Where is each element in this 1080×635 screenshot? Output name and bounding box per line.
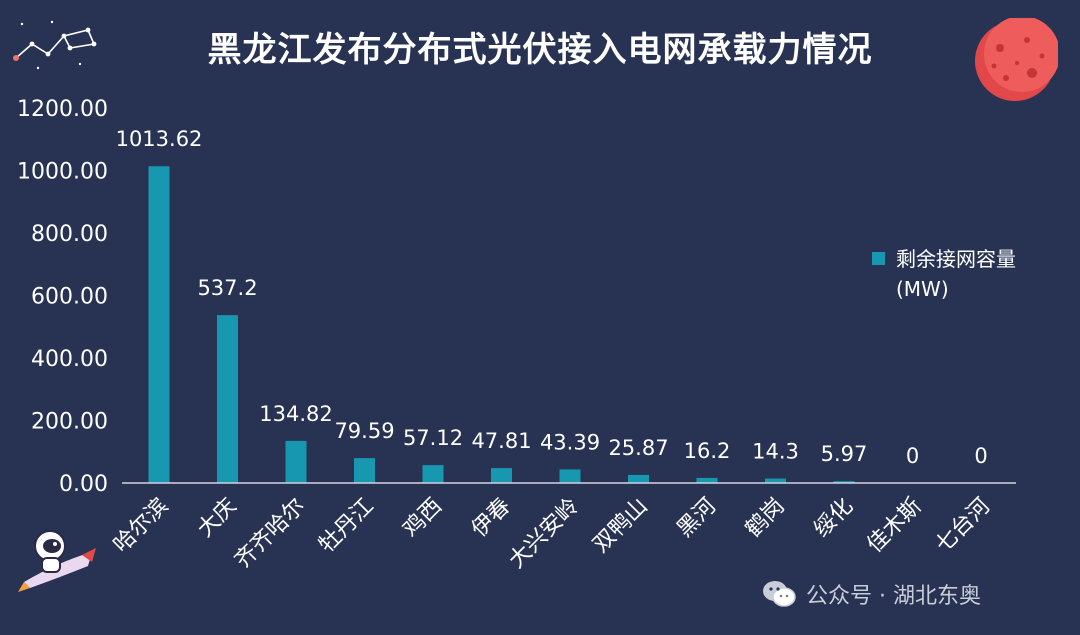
data-label: 134.82 [259, 402, 332, 426]
data-label: 14.3 [752, 440, 799, 464]
chart-title: 黑龙江发布分布式光伏接入电网承载力情况 [207, 30, 873, 70]
planet-icon [975, 18, 1058, 101]
bars [148, 166, 855, 483]
legend: 剩余接网容量(MW) [872, 244, 1042, 304]
bar [285, 440, 307, 483]
x-tick-label: 牡丹江 [314, 494, 378, 558]
bar [422, 465, 444, 483]
bar [833, 481, 855, 483]
legend-label: 剩余接网容量(MW) [896, 247, 1016, 301]
x-tick-label: 大庆 [193, 494, 242, 543]
bar [354, 458, 375, 483]
astronaut-rocket-icon [18, 530, 96, 592]
x-tick-label: 黑河 [672, 494, 721, 543]
watermark-text: 公众号 · 湖北东奥 [806, 584, 981, 609]
x-tick-label: 齐齐哈尔 [230, 494, 310, 574]
data-label: 79.59 [334, 419, 394, 443]
x-tick-label: 鸡西 [398, 494, 447, 543]
x-tick-label: 七台河 [931, 494, 995, 558]
y-tick-label: 800.00 [31, 222, 108, 247]
y-tick-label: 400.00 [31, 347, 108, 372]
x-tick-label: 双鸭山 [588, 494, 652, 558]
data-label: 537.2 [197, 276, 257, 300]
bar [148, 166, 170, 483]
data-label: 25.87 [608, 436, 668, 460]
x-tick-label: 绥化 [809, 494, 858, 543]
data-label: 5.97 [821, 442, 868, 466]
data-label: 43.39 [540, 430, 600, 454]
y-tick-label: 1000.00 [17, 160, 108, 185]
y-tick-label: 1200.00 [17, 97, 108, 122]
x-tick-label: 鹤岗 [741, 494, 790, 543]
x-tick-label: 佳木斯 [862, 494, 926, 558]
data-label: 1013.62 [116, 127, 203, 151]
data-label: 0 [974, 444, 987, 468]
data-label: 0 [906, 444, 919, 468]
bar [491, 468, 512, 483]
x-tick-label: 大兴安岭 [504, 494, 584, 574]
y-tick-label: 0.00 [59, 472, 108, 497]
constellation-icon [13, 20, 97, 70]
wechat-icon [763, 581, 796, 607]
legend-swatch [872, 252, 885, 265]
y-axis: 0.00 200.00 400.00 600.00 800.00 1000.00 1200.… [17, 97, 108, 497]
x-tick-label: 伊春 [467, 494, 516, 543]
bar [628, 474, 649, 483]
watermark: 公众号 · 湖北东奥 [762, 576, 981, 612]
data-label: 16.2 [684, 439, 731, 463]
y-tick-label: 600.00 [31, 285, 108, 310]
bar [559, 469, 581, 483]
x-tick-label: 哈尔滨 [109, 494, 173, 558]
bar [765, 478, 786, 483]
bar [696, 477, 718, 483]
y-tick-label: 200.00 [31, 410, 108, 435]
bar [217, 315, 238, 483]
data-label: 57.12 [403, 426, 463, 450]
data-label: 47.81 [471, 429, 531, 453]
